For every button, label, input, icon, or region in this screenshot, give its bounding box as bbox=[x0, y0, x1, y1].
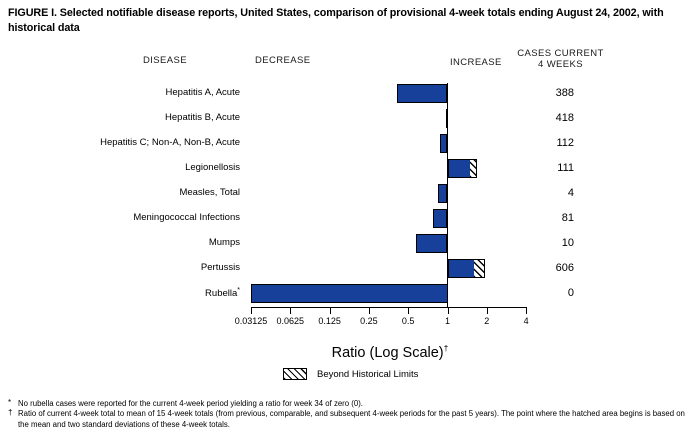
cases-value: 0 bbox=[567, 286, 574, 299]
axis-tick bbox=[290, 307, 292, 314]
x-axis-label-text: Ratio (Log Scale) bbox=[331, 344, 444, 361]
ratio-bar bbox=[251, 284, 448, 303]
axis-tick bbox=[447, 307, 449, 314]
cases-value: 606 bbox=[555, 261, 574, 274]
axis-tick-label: 0.25 bbox=[360, 316, 378, 326]
beyond-limits-hatch bbox=[473, 260, 485, 277]
axis-tick-label: 4 bbox=[523, 316, 529, 326]
column-header-cases: CASES CURRENT 4 WEEKS bbox=[513, 48, 608, 71]
axis-tick-label: 0.125 bbox=[318, 316, 341, 326]
beyond-limits-swatch-icon bbox=[283, 368, 307, 380]
disease-label: Hepatitis A, Acute bbox=[165, 87, 240, 98]
disease-label: Meningococcal Infections bbox=[133, 212, 240, 223]
ratio-bar bbox=[433, 209, 448, 228]
axis-tick bbox=[408, 307, 410, 314]
axis-tick-label: 1 bbox=[444, 316, 451, 326]
x-axis-label-dagger: † bbox=[443, 343, 449, 353]
ratio-one-baseline bbox=[446, 83, 449, 308]
legend: Beyond Historical Limits bbox=[283, 368, 418, 380]
column-header-cases-line1: CASES CURRENT bbox=[517, 48, 604, 59]
x-axis-label: Ratio (Log Scale)† bbox=[295, 343, 485, 361]
disease-label: Legionellosis bbox=[185, 162, 240, 173]
beyond-limits-hatch bbox=[469, 160, 476, 177]
axis-tick-label: 0.03125 bbox=[234, 316, 268, 326]
ratio-bar bbox=[396, 84, 448, 103]
legend-label: Beyond Historical Limits bbox=[317, 368, 419, 380]
axis-tick bbox=[526, 307, 528, 314]
x-axis-line bbox=[251, 307, 527, 309]
axis-tick-label: 0.0625 bbox=[276, 316, 305, 326]
footnote-marker-asterisk: * bbox=[8, 398, 12, 407]
axis-tick bbox=[368, 307, 370, 314]
cases-value: 388 bbox=[555, 86, 574, 99]
axis-tick bbox=[486, 307, 488, 314]
cases-value: 112 bbox=[556, 136, 574, 149]
footnote-ratio: † Ratio of current 4-week total to mean … bbox=[8, 408, 688, 429]
disease-label: Mumps bbox=[208, 237, 240, 248]
ratio-bar bbox=[447, 259, 486, 278]
column-header-decrease: DECREASE bbox=[255, 55, 311, 66]
disease-label: Measles, Total bbox=[179, 187, 240, 198]
cases-value: 4 bbox=[567, 186, 574, 199]
disease-label: Rubella* bbox=[205, 287, 240, 300]
cases-value: 81 bbox=[561, 211, 574, 224]
axis-tick bbox=[251, 307, 252, 314]
axis-tick-label: 2 bbox=[484, 316, 490, 326]
column-header-cases-line2: 4 WEEKS bbox=[537, 59, 584, 71]
column-header-disease: DISEASE bbox=[143, 55, 187, 66]
axis-tick bbox=[329, 307, 331, 314]
footnotes: * No rubella cases were reported for the… bbox=[8, 398, 688, 430]
footnote-rubella: * No rubella cases were reported for the… bbox=[8, 398, 688, 409]
cases-value: 111 bbox=[557, 161, 574, 174]
column-header-increase: INCREASE bbox=[450, 57, 502, 68]
ratio-bar bbox=[447, 159, 477, 178]
ratio-bar bbox=[415, 234, 448, 253]
disease-label: Hepatitis B, Acute bbox=[165, 112, 240, 123]
footnote-text: Ratio of current 4-week total to mean of… bbox=[18, 409, 685, 429]
disease-label: Hepatitis C; Non-A, Non-B, Acute bbox=[100, 137, 240, 148]
axis-tick-label: 0.5 bbox=[401, 316, 415, 326]
cases-value: 418 bbox=[555, 111, 574, 124]
disease-label: Pertussis bbox=[200, 262, 240, 273]
figure-title: FIGURE I. Selected notifiable disease re… bbox=[8, 7, 664, 35]
cases-value: 10 bbox=[561, 236, 574, 249]
footnote-marker-dagger: † bbox=[8, 408, 13, 418]
footnote-text: No rubella cases were reported for the c… bbox=[18, 399, 363, 408]
